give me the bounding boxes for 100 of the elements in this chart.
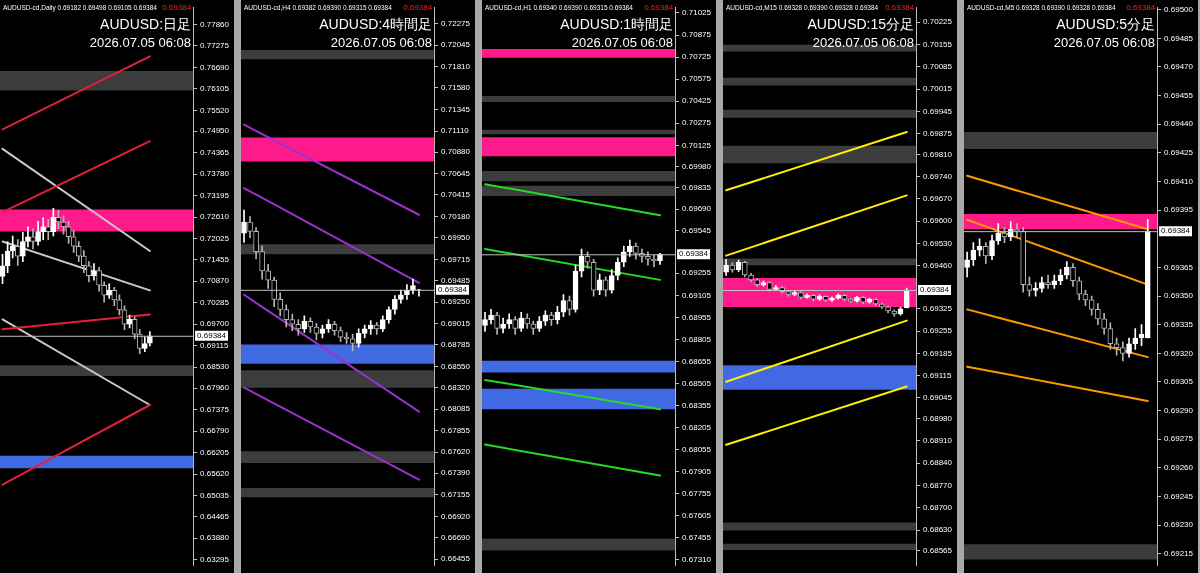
- y-tick-label: 0.77860: [200, 19, 230, 29]
- y-tick-label: 0.72610: [200, 212, 230, 222]
- y-tick-label: 0.69245: [1164, 491, 1194, 501]
- y-tick-label: 0.69290: [1164, 405, 1194, 415]
- y-tick-label: 0.69600: [923, 216, 953, 226]
- y-tick-label: 0.74365: [200, 147, 230, 157]
- y-tick-label: 0.68550: [441, 361, 471, 371]
- y-tick-label: 0.69690: [682, 204, 712, 214]
- text: AUDUSD:5分足: [1056, 16, 1156, 32]
- y-tick-label: 0.67960: [200, 383, 230, 393]
- y-tick-label: 0.69440: [1164, 119, 1194, 129]
- y-tick-label: 0.69045: [923, 393, 953, 403]
- y-tick-label: 0.68805: [682, 334, 712, 344]
- y-tick-label: 0.68055: [682, 444, 712, 454]
- y-tick-label: 0.69485: [441, 275, 471, 285]
- y-tick-label: 0.69275: [1164, 434, 1194, 444]
- annotation: 0.69384: [162, 3, 192, 12]
- y-tick-label: 0.70425: [682, 96, 712, 106]
- y-tick-label: 0.71580: [441, 83, 471, 93]
- text: AUDUSD:15分足: [807, 16, 915, 32]
- y-tick-label: 0.70225: [923, 17, 953, 27]
- annotation: 0.69384: [1126, 3, 1156, 12]
- y-tick-label: 0.69425: [1164, 148, 1194, 158]
- y-tick-label: 0.69185: [923, 348, 953, 358]
- y-tick-label: 0.69115: [923, 370, 952, 380]
- text: 2026.07.05 06:08: [89, 35, 192, 50]
- y-tick-label: 0.76690: [200, 62, 230, 72]
- y-tick-label: 0.70880: [441, 147, 471, 157]
- text: 2026.07.05 06:08: [571, 35, 674, 50]
- ref-line-label: 0.69384: [920, 285, 950, 295]
- y-tick-label: 0.68205: [682, 422, 712, 432]
- y-tick-label: 0.69365: [1164, 262, 1194, 272]
- y-tick-label: 0.69530: [923, 238, 953, 248]
- y-tick-label: 0.69875: [923, 128, 953, 138]
- y-tick-label: 0.69260: [1164, 463, 1194, 473]
- y-tick-label: 0.70285: [200, 297, 230, 307]
- y-tick-label: 0.69670: [923, 194, 953, 204]
- text: 2026.07.05 06:08: [812, 35, 915, 50]
- y-tick-label: 0.69325: [923, 304, 953, 313]
- y-tick-label: 0.69250: [441, 297, 471, 307]
- text: 2026.07.05 06:08: [1053, 35, 1156, 50]
- y-tick-label: 0.65620: [200, 469, 230, 479]
- y-tick-label: 0.71810: [441, 61, 471, 71]
- y-tick-label: 0.69700: [200, 319, 230, 329]
- y-tick-label: 0.70725: [682, 52, 712, 62]
- y-tick-label: 0.70645: [441, 169, 471, 179]
- annotation: 0.69384: [403, 3, 433, 12]
- y-tick-label: 0.66205: [200, 447, 230, 457]
- y-tick-label: 0.69980: [682, 161, 712, 171]
- y-tick-label: 0.70575: [682, 74, 712, 84]
- y-tick-label: 0.68840: [923, 458, 953, 468]
- y-tick-label: 0.69320: [1164, 348, 1194, 358]
- ref-line-label: 0.69384: [197, 330, 227, 340]
- y-tick-label: 0.69470: [1164, 62, 1194, 72]
- y-tick-label: 0.68980: [923, 413, 953, 423]
- y-tick-label: 0.69485: [1164, 33, 1194, 43]
- y-tick-label: 0.68505: [682, 378, 712, 388]
- y-tick-label: 0.67905: [682, 467, 712, 477]
- y-tick-label: 0.68955: [682, 312, 712, 322]
- y-tick-label: 0.69545: [682, 225, 712, 235]
- y-tick-label: 0.70125: [682, 140, 712, 150]
- candlestick: [1045, 274, 1051, 289]
- y-tick-label: 0.69015: [441, 318, 471, 328]
- y-tick-label: 0.69715: [441, 254, 471, 264]
- text: 2026.07.05 06:08: [330, 35, 433, 50]
- y-tick-label: 0.69835: [682, 183, 712, 193]
- y-tick-label: 0.76105: [200, 84, 230, 94]
- y-tick-label: 0.69115: [200, 340, 229, 350]
- y-tick-label: 0.71025: [682, 8, 712, 18]
- y-tick-label: 0.67455: [682, 533, 712, 543]
- y-tick-label: 0.70180: [441, 211, 471, 221]
- y-tick-label: 0.69810: [923, 149, 953, 159]
- y-tick-label: 0.64465: [200, 511, 230, 521]
- ref-line-label: 0.69384: [679, 249, 709, 259]
- y-tick-label: 0.68355: [682, 400, 712, 410]
- y-tick-label: 0.67155: [441, 490, 471, 500]
- y-tick-label: 0.69335: [1164, 319, 1194, 329]
- y-tick-label: 0.72045: [441, 40, 471, 50]
- y-tick-label: 0.66455: [441, 554, 471, 564]
- text: AUDUSD:4時間足: [319, 16, 433, 32]
- y-tick-label: 0.67390: [441, 468, 471, 478]
- y-tick-label: 0.69740: [923, 171, 953, 181]
- y-tick-label: 0.69500: [1164, 4, 1194, 14]
- ref-line-label: 0.69384: [1161, 226, 1191, 236]
- y-tick-label: 0.70155: [923, 39, 953, 49]
- y-tick-label: 0.63880: [200, 533, 230, 543]
- y-tick-label: 0.69350: [1164, 291, 1194, 301]
- y-tick-label: 0.67310: [682, 554, 712, 564]
- y-tick-label: 0.75520: [200, 105, 230, 115]
- text: AUDUSD:1時間足: [560, 16, 674, 32]
- y-tick-label: 0.69950: [441, 232, 471, 242]
- y-tick-label: 0.68085: [441, 404, 471, 414]
- y-tick-label: 0.69255: [923, 326, 953, 336]
- y-tick-label: 0.70085: [923, 61, 953, 71]
- y-tick-label: 0.69460: [923, 261, 953, 270]
- annotation: 0.69384: [885, 3, 915, 12]
- y-tick-label: 0.69455: [1164, 90, 1194, 100]
- y-tick-label: 0.69395: [1164, 205, 1194, 215]
- y-tick-label: 0.67620: [441, 447, 471, 457]
- y-tick-label: 0.69945: [923, 106, 953, 116]
